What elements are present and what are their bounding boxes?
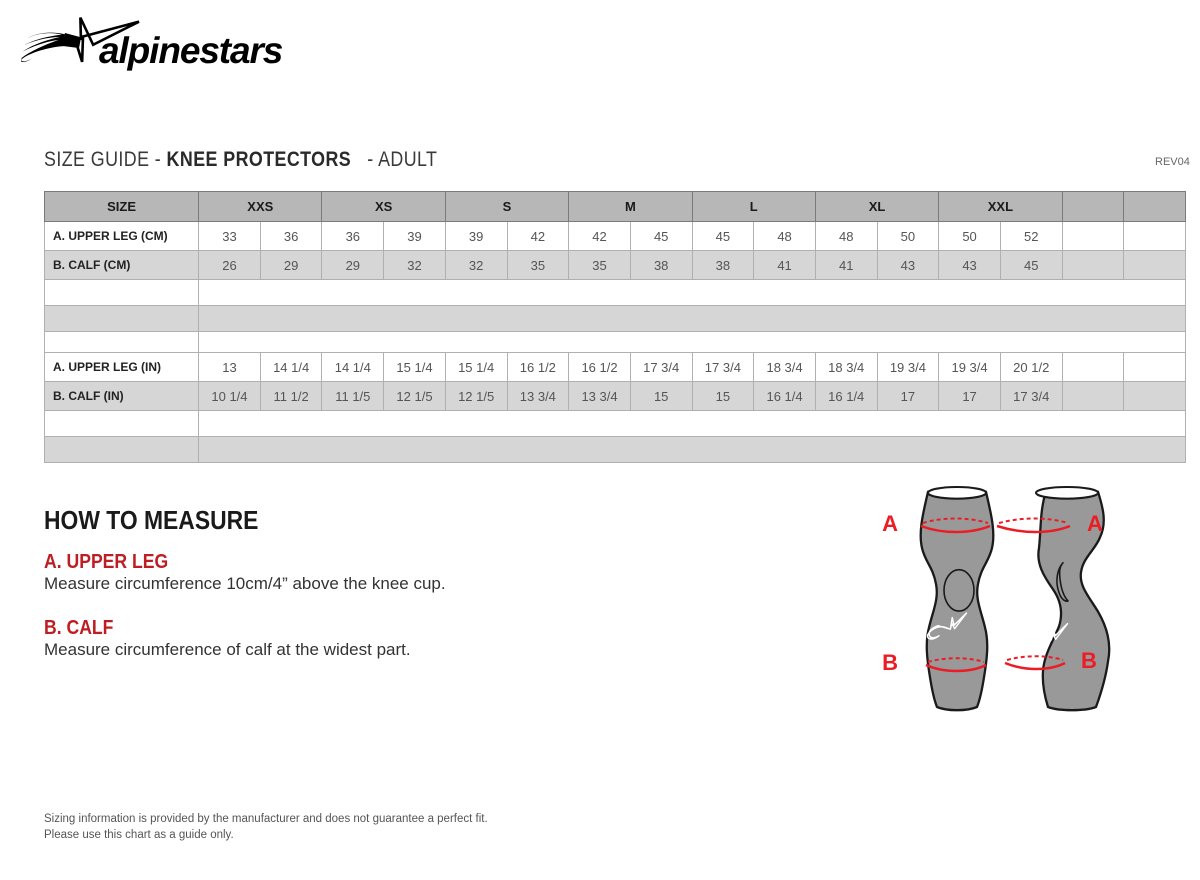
svg-text:B: B (1081, 648, 1097, 673)
svg-text:B: B (882, 650, 898, 675)
svg-text:A: A (882, 511, 898, 536)
svg-text:A: A (1087, 511, 1103, 536)
